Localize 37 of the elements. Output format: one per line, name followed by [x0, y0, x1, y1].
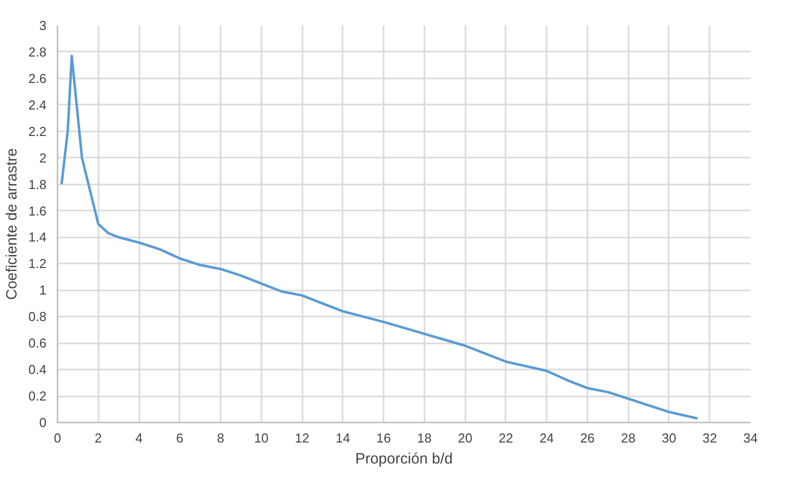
y-tick-label: 1.2 — [28, 256, 47, 272]
y-tick-label: 1.4 — [28, 230, 47, 245]
x-tick-label: 34 — [743, 430, 758, 446]
x-axis-title: Proporción b/d — [355, 450, 453, 468]
y-tick-label: 2 — [39, 150, 47, 166]
x-tick-label: 14 — [336, 430, 350, 446]
x-tick-label: 26 — [580, 430, 595, 446]
x-tick-label: 10 — [254, 430, 269, 446]
y-tick-label: 1 — [39, 282, 47, 298]
x-tick-label: 20 — [458, 430, 472, 446]
x-tick-label: 12 — [294, 430, 310, 446]
x-tick-label: 32 — [702, 430, 717, 446]
x-tick-label: 16 — [376, 430, 391, 446]
x-tick-label: 30 — [662, 430, 676, 446]
y-tick-label: 1.6 — [28, 203, 47, 218]
y-tick-label: 2.6 — [28, 70, 47, 86]
y-tick-label: 0.2 — [28, 388, 47, 404]
y-tick-label: 2.4 — [28, 97, 47, 112]
x-tick-label: 0 — [54, 430, 62, 446]
x-tick-label: 18 — [417, 430, 432, 446]
y-tick-label: 0.6 — [28, 336, 47, 351]
y-axis-title: Coeficiente de arrastre — [3, 148, 20, 300]
y-tick-label: 0.4 — [28, 362, 47, 378]
y-tick-label: 2.8 — [28, 44, 47, 60]
x-tick-label: 22 — [498, 430, 514, 446]
y-tick-label: 0.8 — [28, 309, 47, 324]
x-tick-label: 24 — [539, 430, 554, 446]
x-tick-label: 4 — [135, 430, 143, 446]
y-tick-label: 3 — [39, 18, 47, 33]
x-tick-label: 2 — [94, 430, 102, 446]
x-tick-label: 28 — [620, 430, 636, 446]
y-tick-label: 1.8 — [28, 176, 47, 192]
x-tick-label: 6 — [176, 430, 184, 446]
y-tick-label: 0 — [39, 415, 47, 430]
y-tick-label: 2.2 — [28, 124, 47, 139]
x-tick-label: 8 — [216, 430, 224, 446]
line-series — [60, 54, 699, 420]
